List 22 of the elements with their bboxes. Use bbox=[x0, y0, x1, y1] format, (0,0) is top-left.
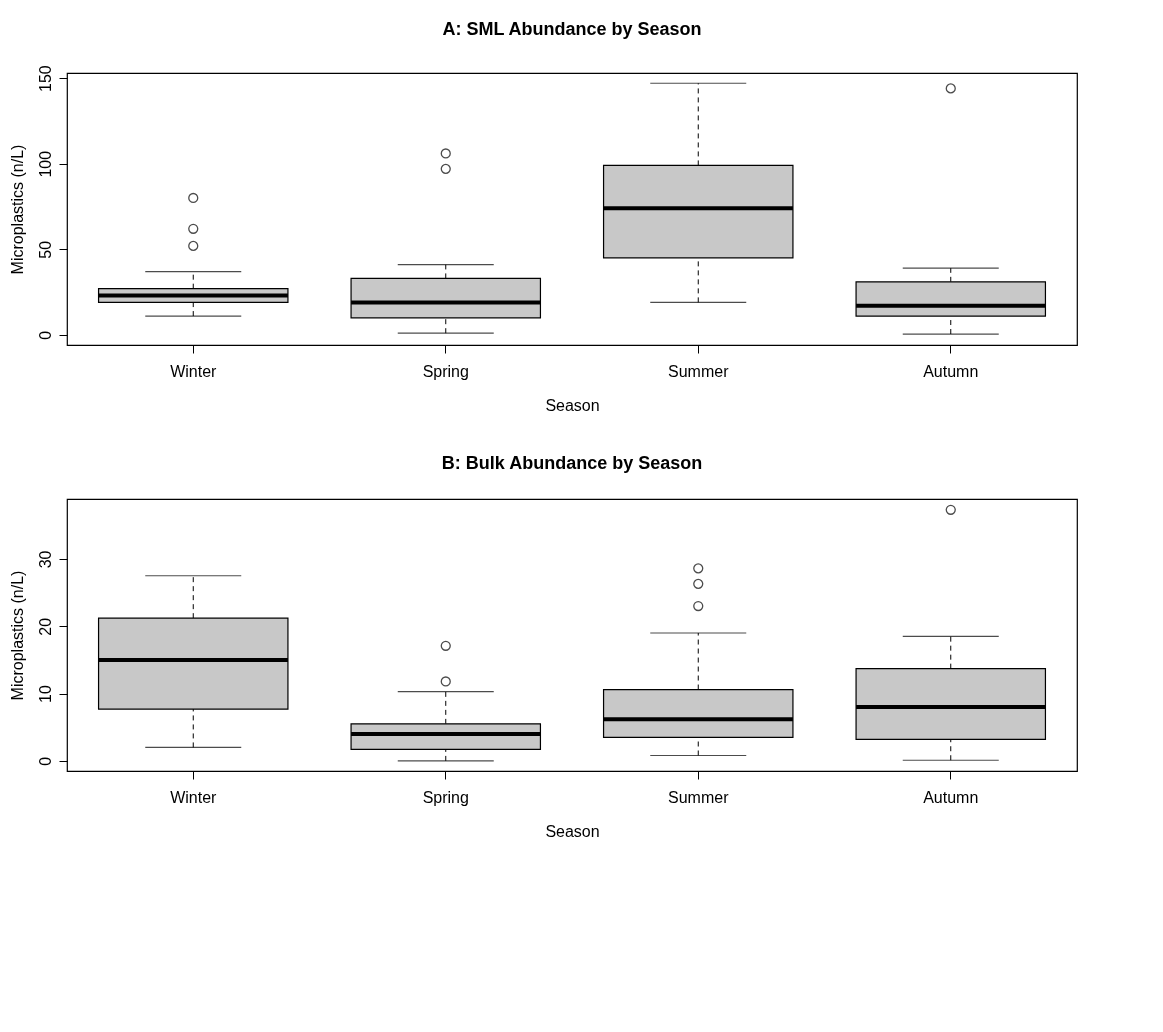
chart-title: B: Bulk Abundance by Season bbox=[441, 453, 703, 473]
y-tick-label: 20 bbox=[36, 617, 54, 636]
y-tick-label: 0 bbox=[36, 756, 54, 766]
y-tick-label: 100 bbox=[36, 150, 54, 178]
x-tick-label: Winter bbox=[170, 788, 218, 806]
x-tick-label: Autumn bbox=[923, 788, 979, 806]
x-tick-label: Summer bbox=[668, 788, 730, 806]
y-tick-label: 150 bbox=[36, 65, 54, 92]
x-axis-title: Season bbox=[545, 822, 600, 840]
x-axis-title: Season bbox=[545, 396, 600, 414]
x-tick-label: Winter bbox=[170, 362, 218, 380]
y-axis-title: Microplastics (n/L) bbox=[8, 570, 26, 701]
y-tick-label: 50 bbox=[36, 240, 54, 259]
chart-title: A: SML Abundance by Season bbox=[442, 18, 702, 39]
y-tick-label: 30 bbox=[36, 550, 54, 569]
x-tick-label: Autumn bbox=[923, 362, 979, 380]
x-tick-label: Spring bbox=[422, 362, 469, 380]
x-tick-label: Spring bbox=[422, 788, 469, 806]
y-tick-label: 0 bbox=[36, 330, 54, 340]
x-tick-label: Summer bbox=[668, 362, 730, 380]
y-tick-label: 10 bbox=[36, 685, 54, 703]
y-axis-title: Microplastics (n/L) bbox=[8, 144, 26, 275]
